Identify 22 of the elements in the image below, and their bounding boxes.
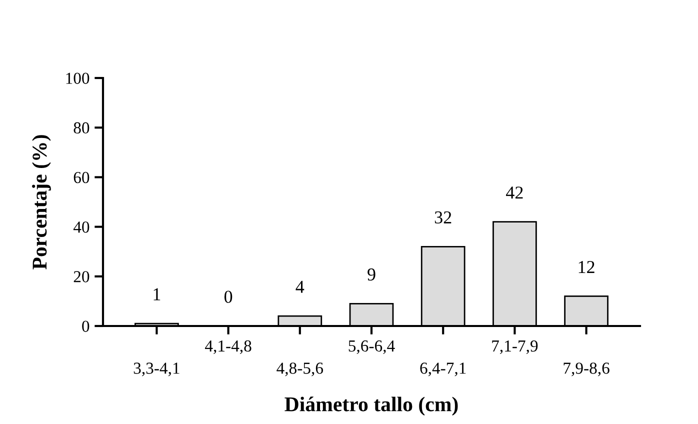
data-label: 32 <box>434 211 452 224</box>
data-label: 42 <box>506 186 523 199</box>
x-tick-label: 4,8-5,6 <box>276 362 324 376</box>
data-label: 12 <box>578 260 594 273</box>
y-tick-label: 60 <box>74 172 90 184</box>
x-tick-label: 3,3-4,1 <box>134 362 180 376</box>
data-label: 0 <box>224 290 232 303</box>
x-tick-label: 7,1-7,9 <box>492 340 538 354</box>
y-tick-label: 80 <box>74 122 90 134</box>
x-tick-label: 5,6-6,4 <box>348 340 395 354</box>
data-label: 4 <box>296 280 304 293</box>
data-label: 9 <box>368 268 376 281</box>
data-label: 1 <box>154 288 160 300</box>
x-axis-title: Diámetro tallo (cm) <box>284 396 458 416</box>
x-tick-label: 6,4-7,1 <box>420 362 466 376</box>
x-tick-label: 4,1-4,8 <box>205 340 252 354</box>
y-tick-label: 40 <box>73 222 90 233</box>
y-axis-title: Porcentaje (%) <box>32 135 51 270</box>
y-tick-label: 100 <box>66 72 90 84</box>
y-tick-label: 0 <box>82 320 90 332</box>
x-tick-label: 7,9-8,6 <box>564 362 610 376</box>
y-tick-label: 20 <box>74 271 90 282</box>
